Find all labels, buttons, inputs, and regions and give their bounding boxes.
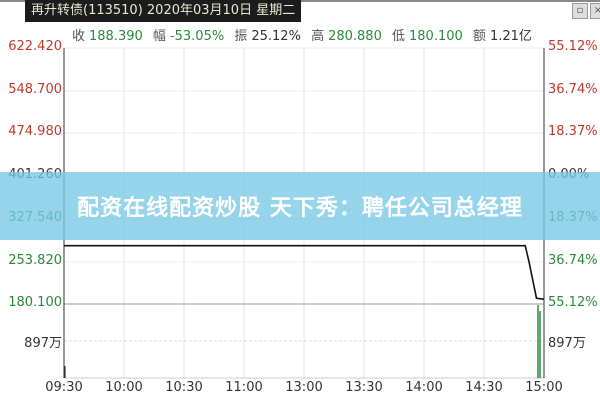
time-tick-label: 10:30 xyxy=(165,380,203,395)
time-tick-label: 14:00 xyxy=(405,380,443,395)
volume-tick-label-right: 897万 xyxy=(548,336,586,351)
time-tick-label: 13:30 xyxy=(345,380,383,395)
chart-title: 再升转债(113510) 2020年03月10日 星期二 xyxy=(25,0,302,22)
price-line xyxy=(64,244,545,300)
pct-tick-label: 55.12% xyxy=(548,39,598,54)
stat-amplitude: 25.12% xyxy=(251,29,301,44)
time-tick-label: 15:00 xyxy=(525,380,563,395)
stat-change: -53.05% xyxy=(169,29,225,44)
stat-label-amplitude: 振 xyxy=(234,29,248,44)
price-tick-label: 474.980 xyxy=(8,124,62,139)
price-tick-label: 180.100 xyxy=(8,295,62,310)
time-tick-label: 10:00 xyxy=(105,380,143,395)
restore-button[interactable]: ▫ xyxy=(572,3,588,19)
volume-tick-label-left: 897万 xyxy=(24,336,62,351)
banner-text: 配资在线配资炒股 天下秀：聘任公司总经理 xyxy=(77,196,523,221)
time-tick-label: 13:00 xyxy=(285,380,323,395)
time-tick-label: 11:00 xyxy=(225,380,263,395)
stat-close: 188.390 xyxy=(89,29,143,44)
close-button[interactable]: × xyxy=(590,3,600,19)
stat-label-close: 收 xyxy=(72,29,86,44)
stats-bar: 收 188.390 幅 -53.05% 振 25.12% 高 280.880 低 180.… xyxy=(66,25,532,44)
stat-label-amount: 额 xyxy=(472,29,486,44)
pct-tick-label: 18.37% xyxy=(548,124,598,139)
overlay-banner: 配资在线配资炒股 天下秀：聘任公司总经理 xyxy=(0,172,600,240)
time-tick-label: 14:30 xyxy=(465,380,503,395)
price-tick-label: 622.420 xyxy=(8,39,62,54)
stat-label-change: 幅 xyxy=(152,29,166,44)
price-tick-label: 548.700 xyxy=(8,82,62,97)
stat-label-high: 高 xyxy=(311,29,325,44)
pct-tick-label: 36.74% xyxy=(548,253,598,268)
time-tick-label: 09:30 xyxy=(45,380,83,395)
price-tick-label: 253.820 xyxy=(8,253,62,268)
stat-low: 180.100 xyxy=(409,29,463,44)
stat-amount: 1.21亿 xyxy=(489,29,532,44)
pct-tick-label: 36.74% xyxy=(548,82,598,97)
stat-label-low: 低 xyxy=(392,29,406,44)
stat-high: 280.880 xyxy=(328,29,382,44)
pct-tick-label: 55.12% xyxy=(548,295,598,310)
